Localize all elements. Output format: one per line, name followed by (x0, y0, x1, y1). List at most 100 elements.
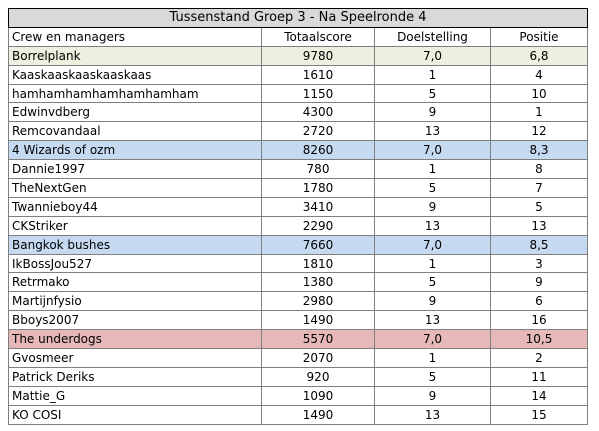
manager-name: KO COSI (8, 404, 262, 425)
crew-total: 7660 (261, 234, 375, 255)
crew-name: Bangkok bushes (8, 234, 262, 255)
manager-name: Martijnfysio (8, 291, 262, 312)
manager-name: Bboys2007 (8, 310, 262, 331)
manager-total: 2980 (261, 291, 375, 312)
crew-total: 9780 (261, 45, 375, 66)
manager-position: 4 (490, 64, 588, 85)
manager-target: 9 (374, 196, 491, 217)
crew-row: Borrelplank 9780 7,0 6,8 (8, 45, 588, 66)
crew-position: 8,5 (490, 234, 588, 255)
manager-row: Dannie1997 780 1 8 (8, 159, 588, 180)
manager-total: 1090 (261, 385, 375, 406)
manager-name: Dannie1997 (8, 159, 262, 180)
crew-row: 4 Wizards of ozm 8260 7,0 8,3 (8, 140, 588, 161)
crew-name: The underdogs (8, 329, 262, 350)
manager-position: 14 (490, 385, 588, 406)
manager-name: Gvosmeer (8, 348, 262, 368)
manager-target: 1 (374, 159, 491, 180)
crew-position: 10,5 (490, 329, 588, 350)
manager-position: 3 (490, 253, 588, 274)
manager-total: 1780 (261, 178, 375, 198)
manager-target: 9 (374, 291, 491, 312)
manager-name: TheNextGen (8, 178, 262, 198)
manager-name: hamhamhamhamhamhamham (8, 83, 262, 104)
manager-row: CKStriker 2290 13 13 (8, 215, 588, 236)
manager-name: Kaaskaaskaaskaaskaas (8, 64, 262, 85)
manager-position: 11 (490, 366, 588, 387)
manager-total: 1150 (261, 83, 375, 104)
manager-position: 12 (490, 121, 588, 142)
manager-name: Retrmako (8, 272, 262, 293)
manager-total: 1490 (261, 404, 375, 425)
manager-row: Bboys2007 1490 13 16 (8, 310, 588, 331)
manager-target: 13 (374, 215, 491, 236)
crew-row: The underdogs 5570 7,0 10,5 (8, 329, 588, 350)
manager-name: Edwinvdberg (8, 102, 262, 123)
manager-row: Patrick Deriks 920 5 11 (8, 366, 588, 387)
manager-position: 13 (490, 215, 588, 236)
manager-row: Mattie_G 1090 9 14 (8, 385, 588, 406)
manager-position: 1 (490, 102, 588, 123)
manager-position: 8 (490, 159, 588, 180)
manager-target: 13 (374, 404, 491, 425)
manager-target: 1 (374, 348, 491, 368)
manager-name: Twannieboy44 (8, 196, 262, 217)
manager-target: 13 (374, 310, 491, 331)
crew-name: 4 Wizards of ozm (8, 140, 262, 161)
manager-target: 5 (374, 366, 491, 387)
manager-target: 9 (374, 102, 491, 123)
manager-total: 1490 (261, 310, 375, 331)
manager-total: 3410 (261, 196, 375, 217)
standings-body: Borrelplank 9780 7,0 6,8 Kaaskaaskaaskaaskaa… (8, 45, 588, 425)
manager-position: 2 (490, 348, 588, 368)
manager-position: 7 (490, 178, 588, 198)
crew-target: 7,0 (374, 45, 491, 66)
manager-total: 1610 (261, 64, 375, 85)
manager-name: Patrick Deriks (8, 366, 262, 387)
header-row: Crew en managers Totaalscore Doelstellin… (8, 26, 588, 47)
standings-sheet: Tussenstand Groep 3 - Na Speelronde 4 Cr… (8, 8, 588, 425)
manager-position: 10 (490, 83, 588, 104)
crew-total: 8260 (261, 140, 375, 161)
manager-target: 5 (374, 178, 491, 198)
crew-target: 7,0 (374, 234, 491, 255)
manager-row: Remcovandaal 2720 13 12 (8, 121, 588, 142)
header-crew-managers: Crew en managers (8, 26, 262, 47)
manager-position: 5 (490, 196, 588, 217)
manager-row: Kaaskaaskaaskaaskaas 1610 1 4 (8, 64, 588, 85)
manager-target: 9 (374, 385, 491, 406)
manager-total: 2290 (261, 215, 375, 236)
header-target: Doelstelling (374, 26, 491, 47)
table-title: Tussenstand Groep 3 - Na Speelronde 4 (8, 8, 588, 28)
manager-target: 1 (374, 64, 491, 85)
manager-total: 920 (261, 366, 375, 387)
manager-row: Gvosmeer 2070 1 2 (8, 348, 588, 368)
manager-position: 6 (490, 291, 588, 312)
crew-name: Borrelplank (8, 45, 262, 66)
manager-target: 13 (374, 121, 491, 142)
manager-row: Retrmako 1380 5 9 (8, 272, 588, 293)
standings-table: Tussenstand Groep 3 - Na Speelronde 4 Cr… (8, 8, 588, 425)
manager-target: 5 (374, 272, 491, 293)
manager-name: Remcovandaal (8, 121, 262, 142)
manager-name: IkBossJou527 (8, 253, 262, 274)
manager-total: 1380 (261, 272, 375, 293)
manager-total: 780 (261, 159, 375, 180)
manager-name: CKStriker (8, 215, 262, 236)
manager-position: 15 (490, 404, 588, 425)
manager-target: 5 (374, 83, 491, 104)
crew-position: 8,3 (490, 140, 588, 161)
manager-row: Edwinvdberg 4300 9 1 (8, 102, 588, 123)
manager-position: 16 (490, 310, 588, 331)
manager-row: Martijnfysio 2980 9 6 (8, 291, 588, 312)
manager-row: hamhamhamhamhamhamham 1150 5 10 (8, 83, 588, 104)
manager-row: IkBossJou527 1810 1 3 (8, 253, 588, 274)
manager-row: TheNextGen 1780 5 7 (8, 178, 588, 198)
manager-total: 2720 (261, 121, 375, 142)
crew-target: 7,0 (374, 140, 491, 161)
manager-total: 1810 (261, 253, 375, 274)
manager-name: Mattie_G (8, 385, 262, 406)
manager-position: 9 (490, 272, 588, 293)
manager-row: Twannieboy44 3410 9 5 (8, 196, 588, 217)
manager-total: 2070 (261, 348, 375, 368)
